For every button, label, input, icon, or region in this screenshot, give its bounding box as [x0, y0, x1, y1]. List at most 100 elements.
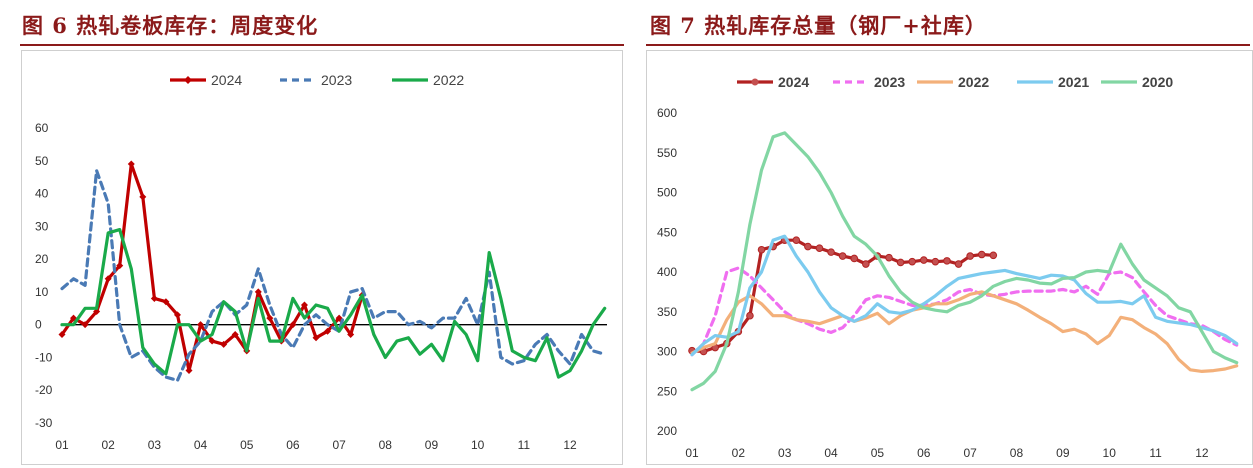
legend-label-2024: 2024 — [211, 72, 242, 88]
data-point-2024 — [931, 257, 940, 266]
x-tick-label: 06 — [917, 446, 931, 460]
x-tick-label: 03 — [148, 438, 162, 452]
chart-panel-weekly-change: 60 50 40 30 20 10 0 -10 -20 -30 01 02 03 04 05 06 07 08 09… — [21, 50, 623, 465]
legend-label-2020: 2020 — [1142, 74, 1173, 90]
data-point-2024 — [804, 242, 812, 251]
x-tick-label: 08 — [1010, 446, 1024, 460]
data-point-2024 — [850, 254, 859, 263]
data-point-2024 — [896, 258, 905, 267]
data-point-2024 — [58, 331, 66, 338]
x-tick-label: 02 — [732, 446, 746, 460]
y-tick-label: 400 — [657, 265, 677, 279]
data-point-2024 — [312, 334, 320, 342]
figure-7-title: 图 7 热轧库存总量（钢厂+社库） — [650, 13, 987, 38]
series-line-2023 — [60, 168, 607, 382]
y-tick-label: 30 — [35, 219, 49, 233]
data-point-2024 — [231, 331, 239, 338]
x-tick-label: 07 — [963, 446, 977, 460]
data-point-2024 — [954, 260, 963, 268]
data-point-2024 — [300, 301, 308, 309]
data-point-2024 — [139, 193, 147, 201]
x-tick-label: 05 — [240, 438, 254, 452]
y-tick-label: 550 — [657, 146, 677, 160]
data-point-2024 — [81, 321, 89, 329]
x-tick-label: 07 — [332, 438, 346, 452]
data-point-2024 — [104, 275, 112, 283]
data-point-2024 — [324, 327, 332, 335]
figure-7-title-rule — [646, 44, 1250, 46]
x-tick-label: 04 — [194, 438, 208, 452]
data-point-2024 — [757, 245, 766, 254]
y-tick-label: -10 — [35, 350, 53, 364]
series-line-2021 — [690, 234, 1239, 357]
data-point-2024 — [885, 253, 893, 262]
x-tick-label: 10 — [1103, 446, 1117, 460]
legend-label-2023: 2023 — [321, 72, 352, 88]
y-tick-label: 250 — [657, 384, 677, 398]
x-tick-label: 12 — [563, 438, 577, 452]
y-tick-label: 0 — [35, 318, 42, 332]
x-tick-label: 09 — [425, 438, 439, 452]
data-point-2024 — [908, 257, 916, 266]
x-tick-label: 12 — [1195, 446, 1209, 460]
y-tick-label: 20 — [35, 252, 49, 266]
data-point-2024 — [127, 160, 135, 168]
data-point-2024 — [746, 311, 754, 320]
data-point-2024 — [162, 298, 170, 306]
data-point-2024 — [977, 250, 986, 259]
y-tick-label: -20 — [35, 383, 53, 397]
series-line-2022 — [690, 290, 1239, 373]
data-point-2024 — [150, 294, 158, 302]
y-tick-label: 350 — [657, 305, 677, 319]
x-tick-label: 11 — [1149, 446, 1162, 460]
y-tick-label: 60 — [35, 121, 49, 135]
chart-panel-total-inventory: 600 550 500 450 400 350 300 250 200 01 02 03 04 05 06 0… — [646, 50, 1253, 465]
data-point-2024 — [70, 314, 78, 322]
legend-label-2022: 2022 — [433, 72, 464, 88]
y-tick-label: 200 — [657, 424, 677, 438]
data-point-2024 — [943, 257, 951, 265]
data-point-2024 — [815, 244, 824, 252]
x-tick-label: 11 — [518, 438, 531, 452]
x-tick-label: 05 — [871, 446, 885, 460]
figure-6-title-rule — [20, 44, 624, 46]
data-point-2024 — [838, 252, 847, 260]
y-tick-label: -30 — [35, 416, 53, 430]
y-tick-label: 10 — [35, 285, 49, 299]
data-point-2024 — [966, 252, 974, 260]
series-line-2023 — [690, 266, 1239, 357]
data-point-2024 — [347, 331, 355, 338]
x-tick-label: 09 — [1056, 446, 1070, 460]
x-tick-label: 01 — [685, 446, 699, 460]
x-tick-label: 06 — [286, 438, 300, 452]
data-point-2024 — [116, 262, 124, 270]
data-point-2024 — [185, 367, 193, 375]
data-point-2024 — [919, 256, 928, 264]
x-tick-label: 10 — [471, 438, 485, 452]
x-tick-label: 03 — [778, 446, 792, 460]
data-point-2024 — [208, 337, 216, 345]
y-tick-label: 600 — [657, 106, 677, 120]
legend-marker-2024 — [184, 76, 192, 84]
legend-label-2024: 2024 — [778, 74, 809, 90]
series-line-2022 — [60, 228, 607, 379]
legend-marker-2024 — [751, 78, 759, 86]
data-point-2024 — [220, 340, 228, 348]
series-line-2020 — [690, 131, 1239, 392]
data-point-2024 — [173, 311, 181, 319]
data-point-2024 — [266, 314, 274, 322]
y-tick-label: 40 — [35, 187, 49, 201]
data-point-2024 — [827, 248, 835, 256]
data-point-2024 — [792, 236, 801, 244]
y-tick-label: 500 — [657, 186, 677, 200]
legend-label-2022: 2022 — [958, 74, 989, 90]
x-tick-label: 08 — [379, 438, 393, 452]
data-point-2024 — [862, 260, 870, 268]
total-inventory-chart: 600 550 500 450 400 350 300 250 200 01 02 03 04 05 06 0… — [657, 74, 1239, 460]
x-tick-label: 01 — [55, 438, 69, 452]
legend-label-2023: 2023 — [874, 74, 905, 90]
x-tick-label: 02 — [102, 438, 116, 452]
y-tick-label: 50 — [35, 154, 49, 168]
figure-6-title: 图 6 热轧卷板库存：周度变化 — [22, 13, 319, 38]
